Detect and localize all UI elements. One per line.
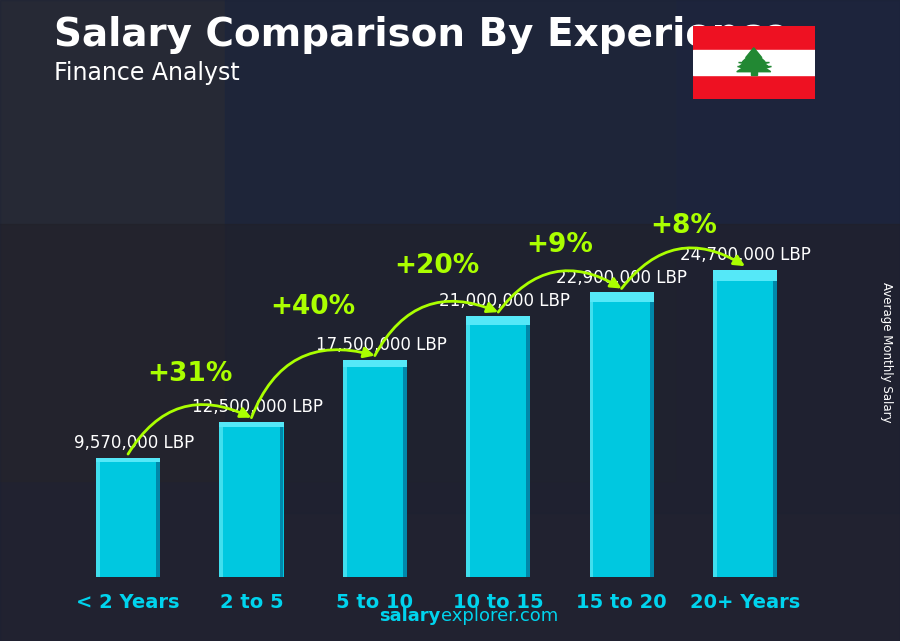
Bar bbox=[96, 458, 160, 577]
Bar bbox=[96, 458, 100, 577]
Bar bbox=[590, 292, 593, 577]
Text: Salary Comparison By Experience: Salary Comparison By Experience bbox=[54, 16, 788, 54]
Text: Average Monthly Salary: Average Monthly Salary bbox=[880, 282, 893, 423]
Text: +31%: +31% bbox=[147, 361, 232, 387]
Bar bbox=[773, 270, 777, 577]
Text: +20%: +20% bbox=[394, 253, 479, 279]
Text: explorer.com: explorer.com bbox=[441, 607, 558, 625]
Bar bbox=[526, 316, 530, 577]
Text: salary: salary bbox=[380, 607, 441, 625]
Polygon shape bbox=[760, 66, 770, 69]
Bar bbox=[403, 360, 407, 577]
Bar bbox=[220, 422, 223, 577]
Bar bbox=[96, 458, 160, 462]
Text: 21,000,000 LBP: 21,000,000 LBP bbox=[439, 292, 570, 310]
Bar bbox=[693, 51, 814, 74]
Bar bbox=[466, 316, 530, 577]
Polygon shape bbox=[759, 62, 769, 64]
Bar bbox=[751, 68, 757, 74]
Polygon shape bbox=[745, 48, 761, 58]
Polygon shape bbox=[737, 61, 770, 72]
Polygon shape bbox=[740, 56, 768, 66]
FancyBboxPatch shape bbox=[225, 0, 900, 513]
Bar bbox=[650, 292, 653, 577]
Bar bbox=[693, 74, 814, 99]
Text: 17,500,000 LBP: 17,500,000 LBP bbox=[316, 336, 446, 354]
Polygon shape bbox=[738, 62, 749, 64]
Text: 22,900,000 LBP: 22,900,000 LBP bbox=[556, 269, 687, 287]
Bar bbox=[713, 270, 777, 281]
Text: < 2 Years: < 2 Years bbox=[76, 593, 180, 612]
FancyBboxPatch shape bbox=[691, 24, 816, 101]
Bar bbox=[590, 292, 653, 577]
Polygon shape bbox=[742, 51, 765, 62]
FancyBboxPatch shape bbox=[0, 224, 900, 641]
Text: 5 to 10: 5 to 10 bbox=[337, 593, 413, 612]
Bar bbox=[343, 360, 407, 577]
Text: 10 to 15: 10 to 15 bbox=[453, 593, 544, 612]
Bar bbox=[157, 458, 160, 577]
Bar bbox=[713, 270, 716, 577]
Text: +40%: +40% bbox=[271, 294, 356, 320]
Text: 12,500,000 LBP: 12,500,000 LBP bbox=[192, 397, 323, 416]
Bar bbox=[466, 316, 530, 325]
Text: 20+ Years: 20+ Years bbox=[689, 593, 800, 612]
Text: +9%: +9% bbox=[526, 232, 593, 258]
FancyBboxPatch shape bbox=[0, 0, 675, 481]
Bar bbox=[220, 422, 284, 427]
Bar bbox=[343, 360, 407, 367]
Text: 9,570,000 LBP: 9,570,000 LBP bbox=[74, 434, 194, 452]
Text: Finance Analyst: Finance Analyst bbox=[54, 61, 239, 85]
Bar bbox=[590, 292, 653, 303]
Bar bbox=[280, 422, 284, 577]
Polygon shape bbox=[737, 66, 748, 69]
Text: +8%: +8% bbox=[650, 213, 716, 239]
Bar bbox=[343, 360, 346, 577]
Bar bbox=[220, 422, 284, 577]
Bar bbox=[466, 316, 470, 577]
Text: 24,700,000 LBP: 24,700,000 LBP bbox=[680, 246, 810, 264]
Text: 15 to 20: 15 to 20 bbox=[576, 593, 667, 612]
Bar bbox=[693, 26, 814, 51]
Text: 2 to 5: 2 to 5 bbox=[220, 593, 284, 612]
Bar bbox=[713, 270, 777, 577]
